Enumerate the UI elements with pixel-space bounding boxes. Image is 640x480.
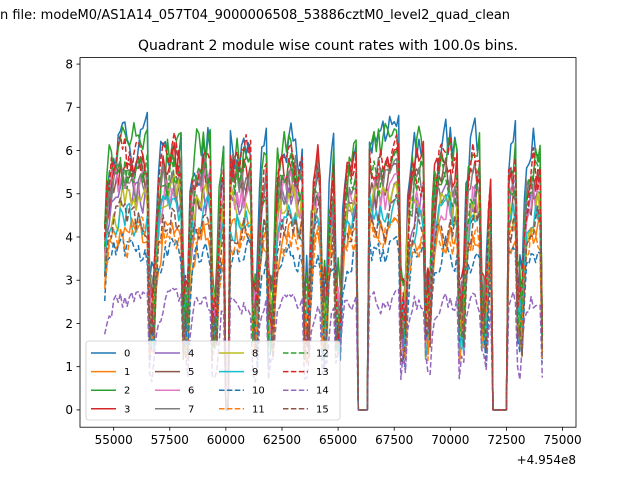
legend-label-7: 7: [188, 404, 194, 415]
legend-label-15: 15: [316, 404, 329, 415]
y-tick-label-5: 5: [65, 187, 73, 201]
plot-frame: [79, 57, 577, 428]
series-line-11: [103, 213, 544, 411]
x-tick-label-5: 67500: [375, 433, 413, 447]
x-tick-label-1: 57500: [151, 433, 189, 447]
y-tick-label-7: 7: [65, 101, 73, 115]
legend-label-8: 8: [252, 349, 258, 360]
x-tick-label-8: 75000: [543, 433, 581, 447]
x-offset-label: +4.954e8: [517, 453, 576, 467]
chart-title: Quadrant 2 module wise count rates with …: [138, 38, 518, 54]
y-tick-label-1: 1: [65, 360, 73, 374]
legend-label-5: 5: [188, 367, 194, 378]
figure-suptitle: n file: modeM0/AS1A14_057T04_9000006508_…: [0, 8, 511, 23]
legend-label-6: 6: [188, 386, 194, 397]
series-line-12: [103, 148, 544, 411]
legend-label-4: 4: [188, 349, 194, 360]
legend-box: [85, 340, 341, 421]
y-tick-label-2: 2: [65, 317, 73, 331]
legend-label-12: 12: [316, 349, 329, 360]
y-tick-label-4: 4: [65, 230, 73, 244]
x-tick-label-0: 55000: [95, 433, 133, 447]
series-line-15: [103, 193, 544, 411]
x-tick-label-7: 72500: [487, 433, 525, 447]
x-tick-label-4: 65000: [319, 433, 357, 447]
y-tick-label-0: 0: [65, 403, 73, 417]
legend-label-11: 11: [252, 404, 265, 415]
legend-label-1: 1: [124, 367, 130, 378]
legend-label-2: 2: [124, 386, 130, 397]
y-tick-label-8: 8: [65, 57, 73, 71]
legend-label-3: 3: [124, 404, 130, 415]
x-tick-label-2: 60000: [207, 433, 245, 447]
y-tick-label-6: 6: [65, 144, 73, 158]
x-tick-label-6: 70000: [431, 433, 469, 447]
legend-label-0: 0: [124, 349, 130, 360]
series-line-13: [103, 131, 544, 411]
legend-label-14: 14: [316, 386, 329, 397]
y-tick-label-3: 3: [65, 274, 73, 288]
legend-label-9: 9: [252, 367, 258, 378]
legend-label-10: 10: [252, 386, 265, 397]
x-tick-label-3: 62500: [263, 433, 301, 447]
legend-label-13: 13: [316, 367, 329, 378]
